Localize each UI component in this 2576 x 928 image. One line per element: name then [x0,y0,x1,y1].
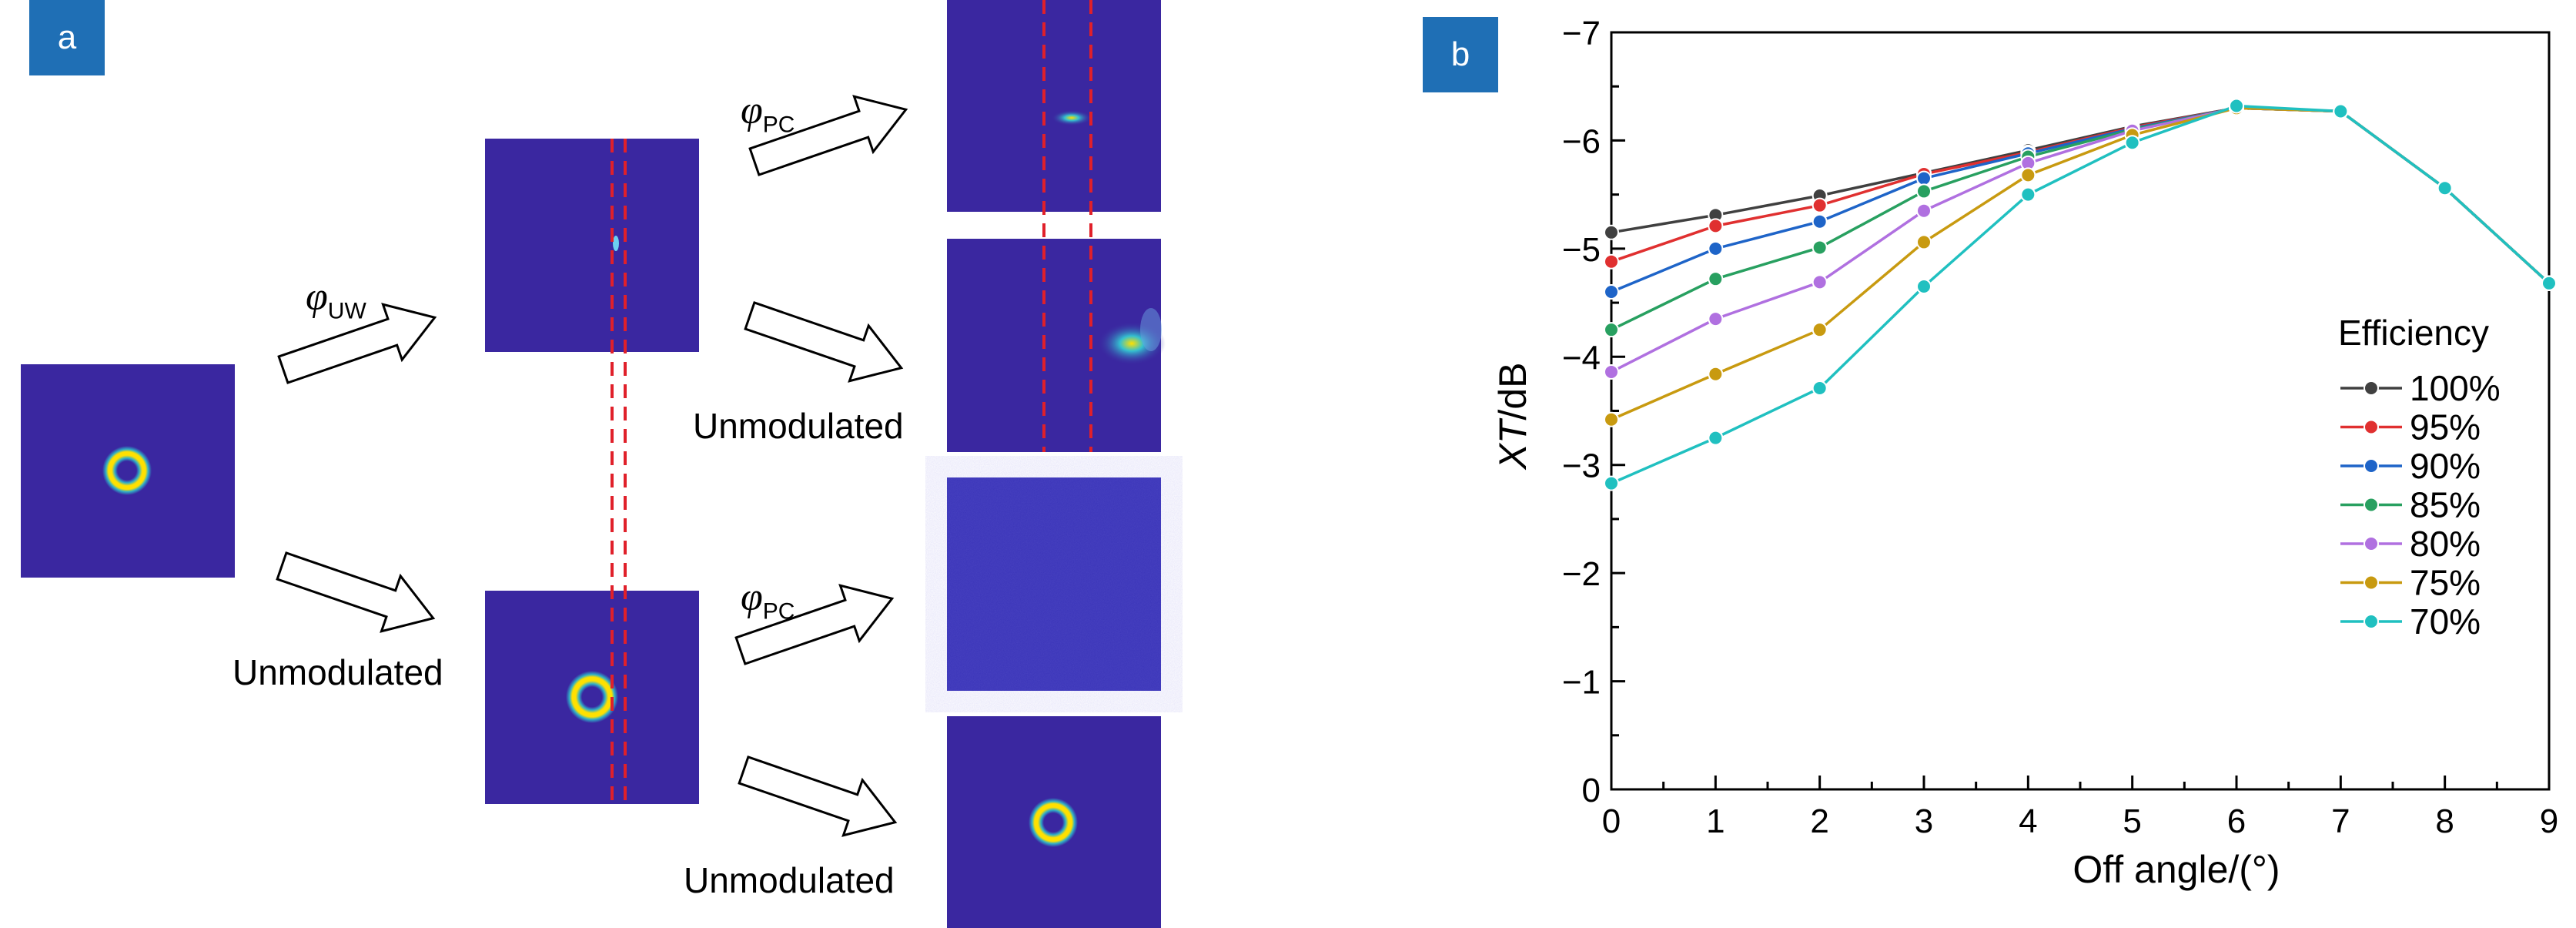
data-point [2124,135,2140,151]
y-tick-label: −1 [1562,664,1601,702]
data-point [2437,180,2453,196]
data-point [1708,271,1724,287]
x-tick-label: 9 [2540,802,2558,840]
legend-marker [2364,536,2379,551]
y-tick-label: −2 [1562,555,1601,593]
unmodulated-middle-image [485,591,699,804]
arrow-uw-to-pc [748,95,908,176]
data-point [1812,322,1828,338]
data-point [1708,218,1724,234]
data-point [1812,274,1828,290]
x-tick-label: 3 [1915,802,1933,840]
y-axis-label: XT/dB [1494,363,1534,471]
y-tick-label: −7 [1562,15,1601,52]
arrow-input-to-unmodulated [276,551,436,633]
data-point [1812,197,1828,213]
legend-label: 90% [2410,446,2481,486]
y-tick-label: 0 [1582,772,1601,809]
legend-label: 100% [2410,368,2501,408]
y-tick-label: −4 [1562,339,1601,377]
series-line-75pct [1611,106,2551,421]
unmodulated-top-right-image [947,239,1166,452]
legend-label: 85% [2410,485,2481,525]
phase-pc-bottom-label: φPC [741,575,795,625]
data-point [1604,363,1619,380]
uw-modulated-image [485,139,699,352]
phase-uw-label: φUW [306,275,366,324]
pc-output-top-image [947,0,1161,212]
data-point [1604,411,1619,427]
data-point [2541,275,2557,291]
input-beam-image [21,364,235,578]
legend-label: 80% [2410,524,2481,564]
data-point [1812,380,1828,397]
legend-label: 95% [2410,407,2481,447]
data-point [1604,224,1619,240]
arrow-input-to-uw [277,303,437,384]
panel-b-badge: b [1423,17,1498,92]
legend-marker [2364,614,2379,629]
legend-label: 75% [2410,563,2481,603]
pc-output-bottom-image [947,477,1161,691]
legend-marker [2364,575,2379,591]
data-point [1708,240,1724,256]
data-point [1604,322,1619,338]
legend-marker [2364,497,2379,513]
data-point [1916,279,1932,295]
x-tick-label: 0 [1602,802,1621,840]
y-tick-label: −3 [1562,447,1601,485]
alignment-dashed-lines [611,0,1092,804]
x-tick-label: 1 [1706,802,1725,840]
data-point [2020,186,2036,203]
data-point [1916,170,1932,186]
data-point [2229,98,2244,114]
data-point [2333,103,2349,119]
x-tick-label: 7 [2331,802,2350,840]
legend-marker [2364,458,2379,474]
data-point [1812,240,1828,256]
legend-marker [2364,380,2379,396]
data-point [1604,284,1619,300]
x-tick-label: 5 [2123,802,2141,840]
arrow-unmod-to-pc [734,584,895,665]
crosstalk-line-chart: 0 1 2 3 4 5 6 7 8 9 0 −1 −2 −3 −4 −5 −6 −7 Efficiency 100%… [1494,15,2558,891]
data-point [1708,430,1724,446]
panel-a-badge: a [29,0,105,75]
arrow-uw-to-unmodulated [744,301,904,383]
unmodulated-middle-label: Unmodulated [233,652,443,692]
data-point [1916,234,1932,250]
arrow-unmod-to-unmodulated [738,755,898,837]
unmodulated-bottom-right-image [947,716,1161,928]
panel-a-diagram [21,0,1166,928]
data-point [1604,253,1619,270]
data-point [2020,167,2036,183]
data-point [1604,475,1619,491]
unmodulated-bottom-right-label: Unmodulated [684,860,895,900]
x-tick-label: 6 [2227,802,2246,840]
x-tick-label: 2 [1810,802,1828,840]
unmodulated-top-right-label: Unmodulated [693,406,904,446]
series-line-95pct [1611,106,2551,285]
series-line-70pct [1611,104,2551,485]
legend-title: Efficiency [2338,313,2489,353]
series-line-90pct [1611,106,2551,293]
x-tick-label: 4 [2019,802,2037,840]
legend-marker [2364,419,2379,435]
y-tick-label: −5 [1562,231,1601,269]
x-axis-label: Off angle/(°) [2073,848,2280,891]
data-point [1708,366,1724,382]
series-line-100pct [1611,106,2551,285]
data-point [1708,311,1724,327]
y-tick-label: −6 [1562,122,1601,160]
phase-pc-top-label: φPC [741,89,795,138]
legend-label: 70% [2410,601,2481,642]
data-point [1916,203,1932,219]
data-point [1916,183,1932,199]
data-point [1812,213,1828,229]
x-tick-label: 8 [2435,802,2454,840]
